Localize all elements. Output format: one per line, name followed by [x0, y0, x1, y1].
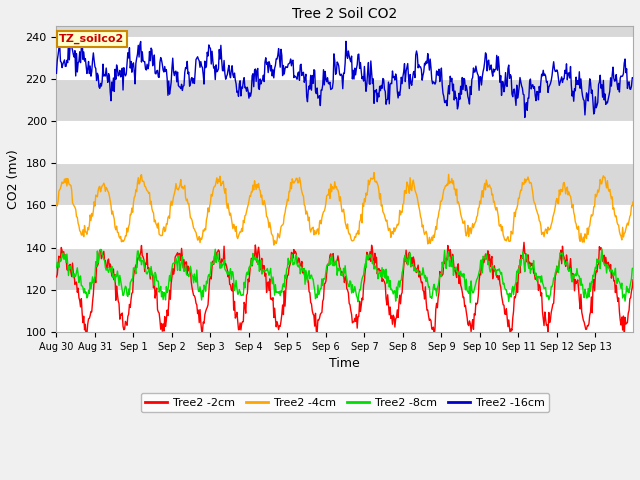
Bar — [56, 290, 633, 332]
Bar — [56, 205, 633, 248]
Bar — [56, 121, 633, 163]
Y-axis label: CO2 (mv): CO2 (mv) — [7, 149, 20, 209]
X-axis label: Time: Time — [330, 357, 360, 370]
Text: TZ_soilco2: TZ_soilco2 — [60, 34, 125, 44]
Title: Tree 2 Soil CO2: Tree 2 Soil CO2 — [292, 7, 397, 21]
Legend: Tree2 -2cm, Tree2 -4cm, Tree2 -8cm, Tree2 -16cm: Tree2 -2cm, Tree2 -4cm, Tree2 -8cm, Tree… — [141, 393, 549, 412]
Bar — [56, 37, 633, 79]
